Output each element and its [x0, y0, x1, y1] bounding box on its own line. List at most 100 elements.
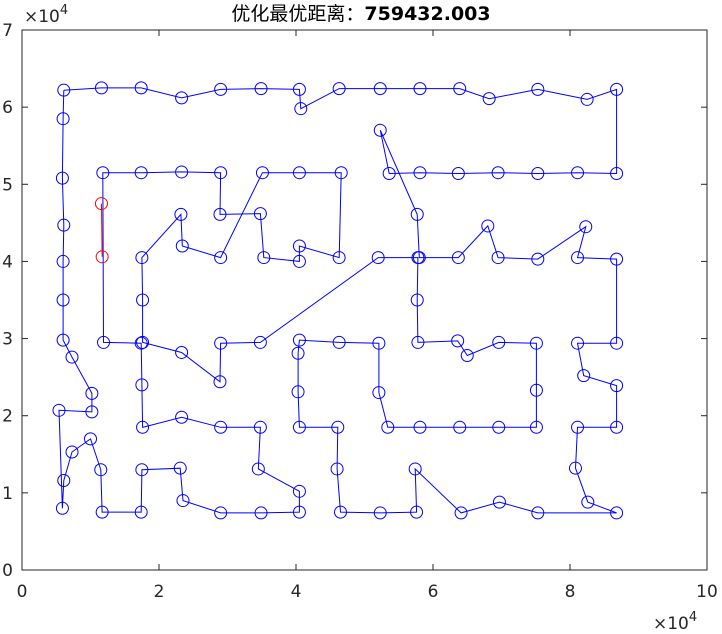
city-node — [410, 207, 424, 221]
city-node — [491, 166, 505, 180]
city-node — [571, 251, 585, 265]
city-node — [134, 166, 148, 180]
chart-title-value: 759432.003 — [364, 3, 490, 25]
city-node — [413, 82, 427, 96]
city-node — [97, 335, 111, 349]
city-node — [492, 335, 506, 349]
city-node — [292, 333, 306, 347]
x-tick-label: 6 — [428, 582, 439, 602]
city-node — [531, 82, 545, 96]
city-node — [135, 463, 149, 477]
x-tick-label: 2 — [154, 582, 165, 602]
city-node — [334, 166, 348, 180]
city-node — [253, 335, 267, 349]
city-node — [175, 239, 189, 253]
y-axis-multiplier: ×104 — [24, 3, 68, 27]
city-node — [610, 379, 624, 393]
city-node — [330, 462, 344, 476]
city-node — [334, 505, 348, 519]
city-node — [571, 420, 585, 434]
city-node — [56, 254, 70, 268]
city-node — [57, 474, 71, 488]
city-node — [482, 92, 496, 106]
city-node — [292, 254, 306, 268]
x-tick-label: 4 — [291, 582, 302, 602]
x-axis-multiplier: ×104 — [653, 610, 697, 634]
city-node — [173, 461, 187, 475]
city-node — [460, 349, 474, 363]
y-tick-label: 7 — [2, 21, 13, 41]
city-node — [214, 420, 228, 434]
city-node — [481, 219, 495, 233]
city-node — [56, 333, 70, 347]
x-tick-label: 8 — [565, 582, 576, 602]
y-multiplier-exponent: 4 — [60, 3, 68, 18]
city-node — [292, 484, 306, 498]
city-node — [292, 82, 306, 96]
city-node — [55, 501, 69, 515]
city-node — [176, 494, 190, 508]
city-node — [254, 506, 268, 520]
route-layer — [58, 87, 618, 514]
city-node — [610, 420, 624, 434]
city-node — [491, 251, 505, 265]
city-node — [55, 171, 69, 185]
city-node — [214, 166, 228, 180]
city-node — [577, 369, 591, 383]
city-node — [257, 251, 271, 265]
city-node — [136, 420, 150, 434]
city-node — [382, 166, 396, 180]
city-node — [332, 251, 346, 265]
city-node — [292, 505, 306, 519]
city-node — [56, 293, 70, 307]
city-node — [529, 420, 543, 434]
city-node — [175, 410, 189, 424]
x-multiplier-base: ×10 — [653, 614, 689, 634]
city-node — [94, 81, 108, 95]
city-node — [174, 207, 188, 221]
city-node — [85, 386, 99, 400]
city-node — [96, 166, 110, 180]
city-node — [213, 207, 227, 221]
city-node — [292, 239, 306, 253]
city-node — [492, 495, 506, 509]
city-node — [610, 252, 624, 266]
city-node — [254, 82, 268, 96]
city-node — [332, 82, 346, 96]
city-node — [213, 375, 227, 389]
highlight-layer — [94, 197, 109, 264]
y-tick-label: 3 — [2, 330, 13, 350]
chart-title-prefix: 优化最优距离： — [231, 3, 364, 25]
city-node — [57, 218, 71, 232]
city-node — [136, 335, 150, 349]
city-node — [292, 166, 306, 180]
city-node — [135, 378, 149, 392]
city-node — [175, 345, 189, 359]
city-node — [253, 207, 267, 221]
city-node — [95, 505, 109, 519]
city-node — [56, 112, 70, 126]
city-node — [408, 462, 422, 476]
city-node — [372, 386, 386, 400]
city-node — [373, 123, 387, 137]
city-node — [381, 420, 395, 434]
city-node — [136, 293, 150, 307]
city-node — [571, 336, 585, 350]
chart-title: 优化最优距离：759432.003 — [231, 3, 490, 25]
city-node — [291, 385, 305, 399]
x-tick-label: 10 — [696, 582, 718, 602]
city-node — [134, 505, 148, 519]
highlight-city-node — [94, 197, 108, 211]
city-node — [52, 403, 66, 417]
city-node — [581, 495, 595, 509]
highlight-city-node — [95, 250, 109, 264]
city-node — [451, 334, 465, 348]
city-node — [411, 335, 425, 349]
city-node — [580, 92, 594, 106]
city-node — [214, 82, 228, 96]
city-node — [85, 405, 99, 419]
plot-frame — [21, 29, 708, 571]
city-node — [454, 506, 468, 520]
city-node — [610, 506, 624, 520]
